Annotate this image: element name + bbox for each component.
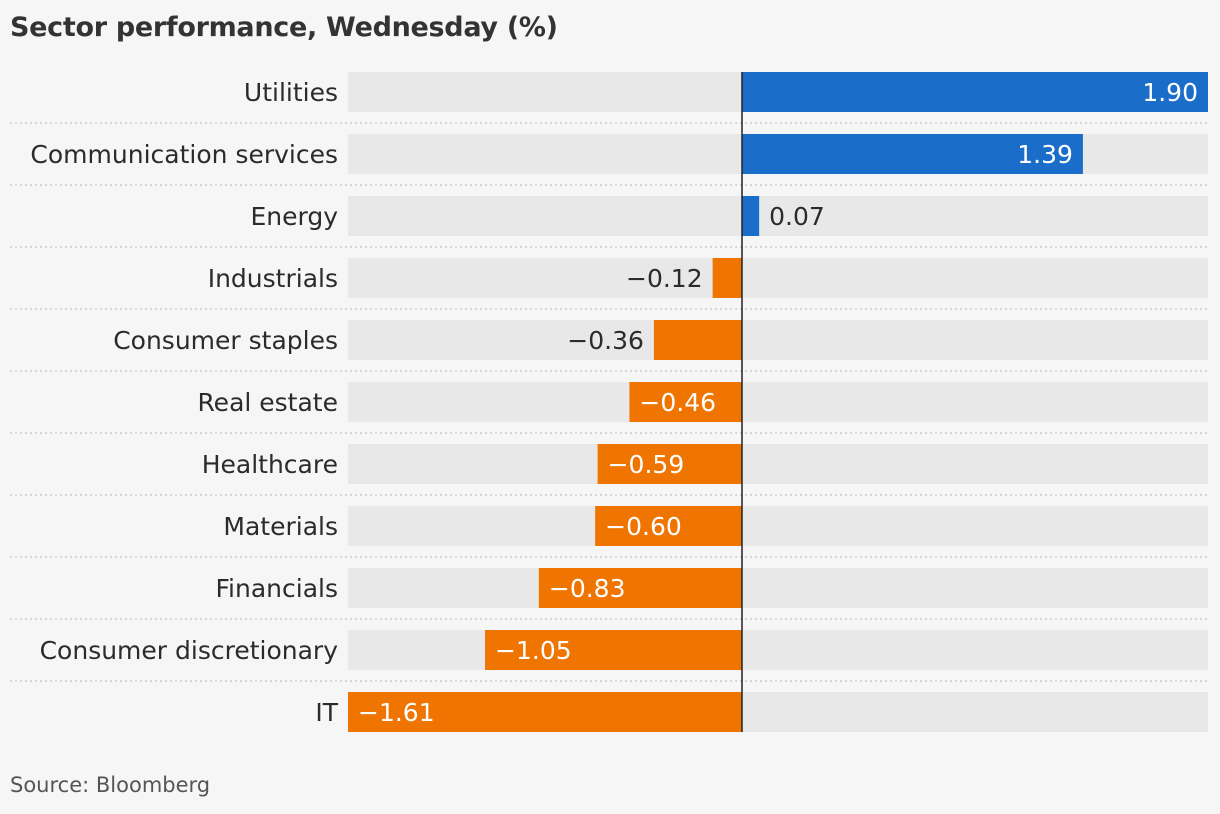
bar-track <box>348 444 1208 484</box>
bar <box>629 382 742 422</box>
bar <box>485 630 742 670</box>
bar <box>597 444 742 484</box>
value-label: −0.12 <box>626 264 703 293</box>
bar <box>653 320 742 360</box>
bar-track <box>348 320 1208 360</box>
category-label: Consumer discretionary <box>40 636 339 665</box>
bar <box>742 134 1083 174</box>
bar <box>348 692 742 732</box>
value-label: −0.60 <box>605 512 682 541</box>
value-label: −0.36 <box>567 326 644 355</box>
category-label: Consumer staples <box>113 326 338 355</box>
bar-track <box>348 382 1208 422</box>
value-label: 1.39 <box>1017 140 1073 169</box>
bar <box>712 258 742 298</box>
category-label: Financials <box>216 574 339 603</box>
category-label: Real estate <box>197 388 338 417</box>
category-label: Utilities <box>244 78 338 107</box>
source-note: Source: Bloomberg <box>10 773 211 797</box>
value-label: −0.83 <box>549 574 626 603</box>
category-label: Materials <box>223 512 338 541</box>
bar <box>742 72 1208 112</box>
bar-track <box>348 196 1208 236</box>
category-label: Healthcare <box>202 450 338 479</box>
value-label: 1.90 <box>1142 78 1198 107</box>
value-label: −0.46 <box>639 388 716 417</box>
value-label: −0.59 <box>608 450 685 479</box>
chart-title: Sector performance, Wednesday (%) <box>10 12 558 43</box>
value-label: −1.05 <box>495 636 572 665</box>
bar <box>538 568 742 608</box>
category-label: IT <box>315 698 338 727</box>
category-label: Energy <box>250 202 338 231</box>
category-label: Industrials <box>208 264 338 293</box>
bar <box>742 196 760 236</box>
value-label: 0.07 <box>769 202 825 231</box>
bar <box>595 506 742 546</box>
category-label: Communication services <box>30 140 338 169</box>
bar-track <box>348 630 1208 670</box>
value-label: −1.61 <box>358 698 435 727</box>
bar-track <box>348 258 1208 298</box>
bar-track <box>348 506 1208 546</box>
bar-track <box>348 568 1208 608</box>
